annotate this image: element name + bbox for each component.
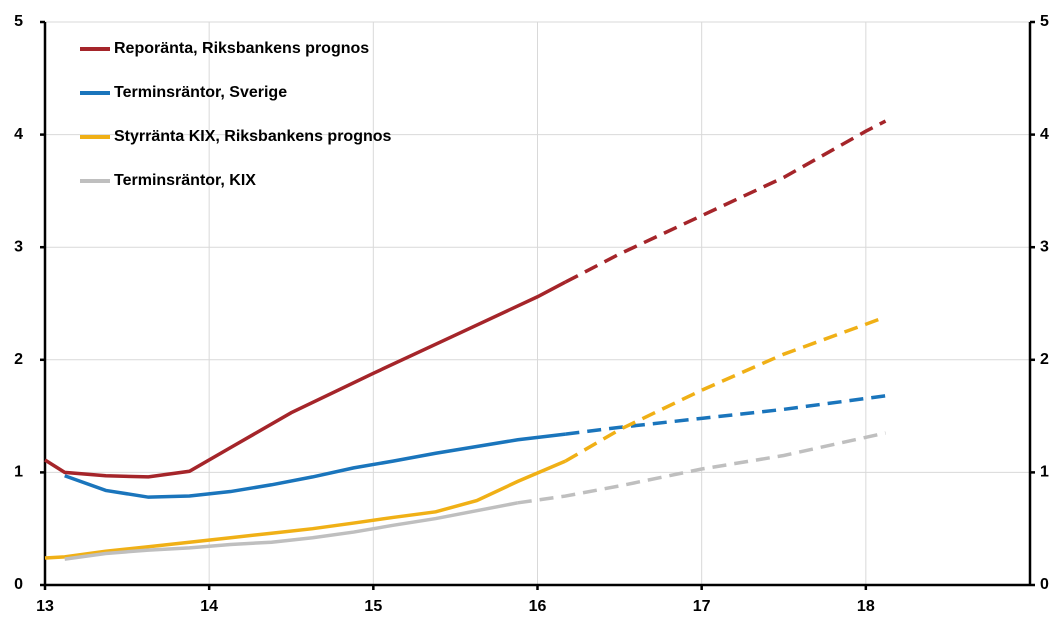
y2-tick-label: 4 [1040,126,1049,143]
forecast-line [564,119,887,284]
x-tick-label: 15 [364,598,382,615]
series-line [64,501,519,561]
y2-tick-label: 1 [1040,464,1049,481]
forecast-line [564,315,887,463]
y-tick-label: 5 [14,13,23,30]
legend-label: Terminsräntor, Sverige [114,84,287,101]
forecast-line [517,431,886,505]
legend-label: Styrränta KIX, Riksbankens prognos [114,128,392,145]
y-tick-label: 3 [14,238,23,255]
series-line [44,459,567,560]
y2-tick-label: 5 [1040,13,1049,30]
y-tick-label: 2 [14,351,23,368]
x-tick-label: 16 [529,598,547,615]
x-tick-label: 17 [693,598,711,615]
x-tick-label: 18 [857,598,875,615]
y-tick-label: 0 [14,576,23,593]
x-tick-label: 13 [36,598,54,615]
legend-label: Terminsräntor, KIX [114,172,256,189]
series-line [64,432,566,499]
series-line [44,280,567,479]
forecast-line [565,394,886,436]
y2-tick-label: 2 [1040,351,1049,368]
y2-tick-label: 0 [1040,576,1049,593]
legend-label: Reporänta, Riksbankens prognos [114,40,369,57]
y2-tick-label: 3 [1040,238,1049,255]
y-tick-label: 4 [14,126,23,143]
x-tick-label: 14 [200,598,218,615]
y-tick-label: 1 [14,464,23,481]
